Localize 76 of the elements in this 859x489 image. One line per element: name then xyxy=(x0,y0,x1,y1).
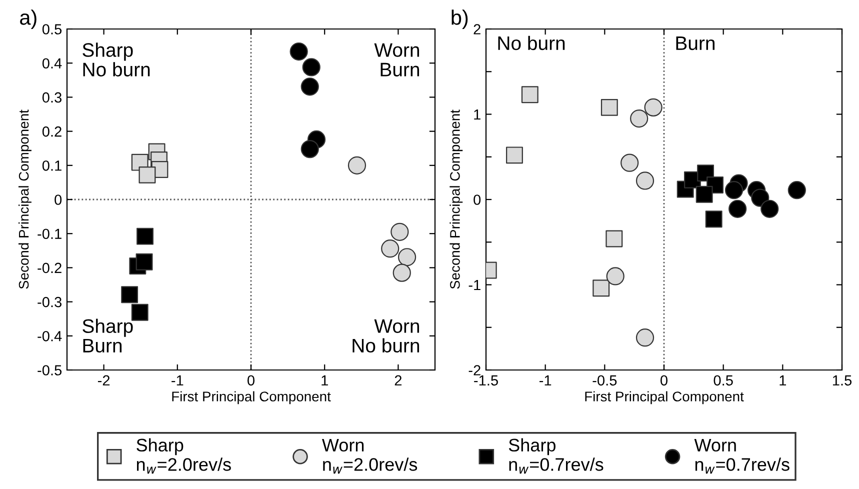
y-tick-label: -0.1 xyxy=(38,228,62,240)
x-tick-label: 2 xyxy=(394,375,402,386)
x-tick-label: 0 xyxy=(660,375,668,386)
legend-label: Sharp n$_{w}$=0.7rev/s xyxy=(508,438,604,474)
y-tick-label: -0.5 xyxy=(38,365,62,376)
legend-label: Worn n$_{w}$=2.0rev/s xyxy=(322,438,418,474)
y-tick-label: -0.4 xyxy=(38,331,62,342)
legend-label: Worn n$_{w}$=0.7rev/s xyxy=(694,438,790,474)
chart-title: b) xyxy=(452,10,468,29)
y-axis-title: Second Principal Component xyxy=(18,110,32,289)
y-tick-label: 0.5 xyxy=(42,24,62,34)
point xyxy=(592,280,610,297)
chart-title: a) xyxy=(20,10,36,29)
point xyxy=(606,230,623,248)
y-tick-label: 1 xyxy=(474,110,480,120)
point xyxy=(760,200,779,218)
point xyxy=(705,210,722,228)
y-tick-label: 0 xyxy=(474,194,481,205)
x-tick-label: -1.5 xyxy=(474,375,498,386)
x-tick-label: 0.5 xyxy=(714,375,733,386)
point xyxy=(506,146,523,164)
point xyxy=(302,58,320,76)
point xyxy=(121,286,138,304)
x-tick-label: -0.5 xyxy=(592,375,617,386)
annotation: Worn No burn xyxy=(352,319,420,353)
point xyxy=(398,248,416,266)
x-tick-label: -1 xyxy=(172,375,184,386)
point xyxy=(636,328,654,347)
annotation: Sharp Burn xyxy=(82,318,133,353)
y-tick-label: 2 xyxy=(474,24,480,34)
x-tick-label: 1.5 xyxy=(832,375,852,386)
x-tick-label: 0 xyxy=(248,375,254,386)
point xyxy=(600,98,618,116)
y-tick-label: 0.1 xyxy=(42,160,62,171)
x-axis-title: First Principal Component xyxy=(172,391,331,404)
x-axis-title: First Principal Component xyxy=(585,391,744,404)
point xyxy=(751,188,770,207)
point xyxy=(630,109,648,128)
point xyxy=(136,253,153,270)
x-tick-label: 1 xyxy=(780,375,786,386)
y-tick-label: -1 xyxy=(468,280,480,290)
point xyxy=(136,228,154,245)
annotation: Worn Burn xyxy=(374,43,420,76)
point xyxy=(300,140,319,158)
y-tick-label: -0.2 xyxy=(38,262,62,274)
point xyxy=(724,181,744,200)
y-tick-label: -0.3 xyxy=(38,296,62,308)
point xyxy=(138,166,156,184)
y-tick-label: 0 xyxy=(54,194,62,205)
point xyxy=(728,200,747,218)
point xyxy=(290,42,308,61)
point xyxy=(300,78,319,96)
point xyxy=(521,86,538,104)
annotation: Burn xyxy=(676,36,714,50)
point xyxy=(696,186,713,203)
point xyxy=(348,156,366,174)
point xyxy=(390,222,409,241)
point xyxy=(392,264,411,282)
y-tick-label: 0.3 xyxy=(42,92,62,103)
point xyxy=(620,154,639,172)
point xyxy=(644,98,662,116)
point xyxy=(131,304,148,321)
y-tick-label: 0.4 xyxy=(42,58,62,69)
point xyxy=(381,240,400,258)
point xyxy=(606,267,624,286)
point xyxy=(636,172,654,190)
annotation: Sharp No burn xyxy=(82,42,150,76)
annotation: No burn xyxy=(498,36,565,50)
y-tick-label: -2 xyxy=(468,365,480,376)
x-tick-label: -2 xyxy=(98,375,110,386)
legend-label: Sharp n$_{w}$=2.0rev/s xyxy=(136,438,231,474)
point xyxy=(788,181,806,200)
x-tick-label: 1 xyxy=(322,375,328,386)
y-tick-label: 0.2 xyxy=(42,126,62,137)
y-axis-title: Second Principal Component xyxy=(450,110,463,289)
x-tick-label: -1 xyxy=(540,375,552,386)
